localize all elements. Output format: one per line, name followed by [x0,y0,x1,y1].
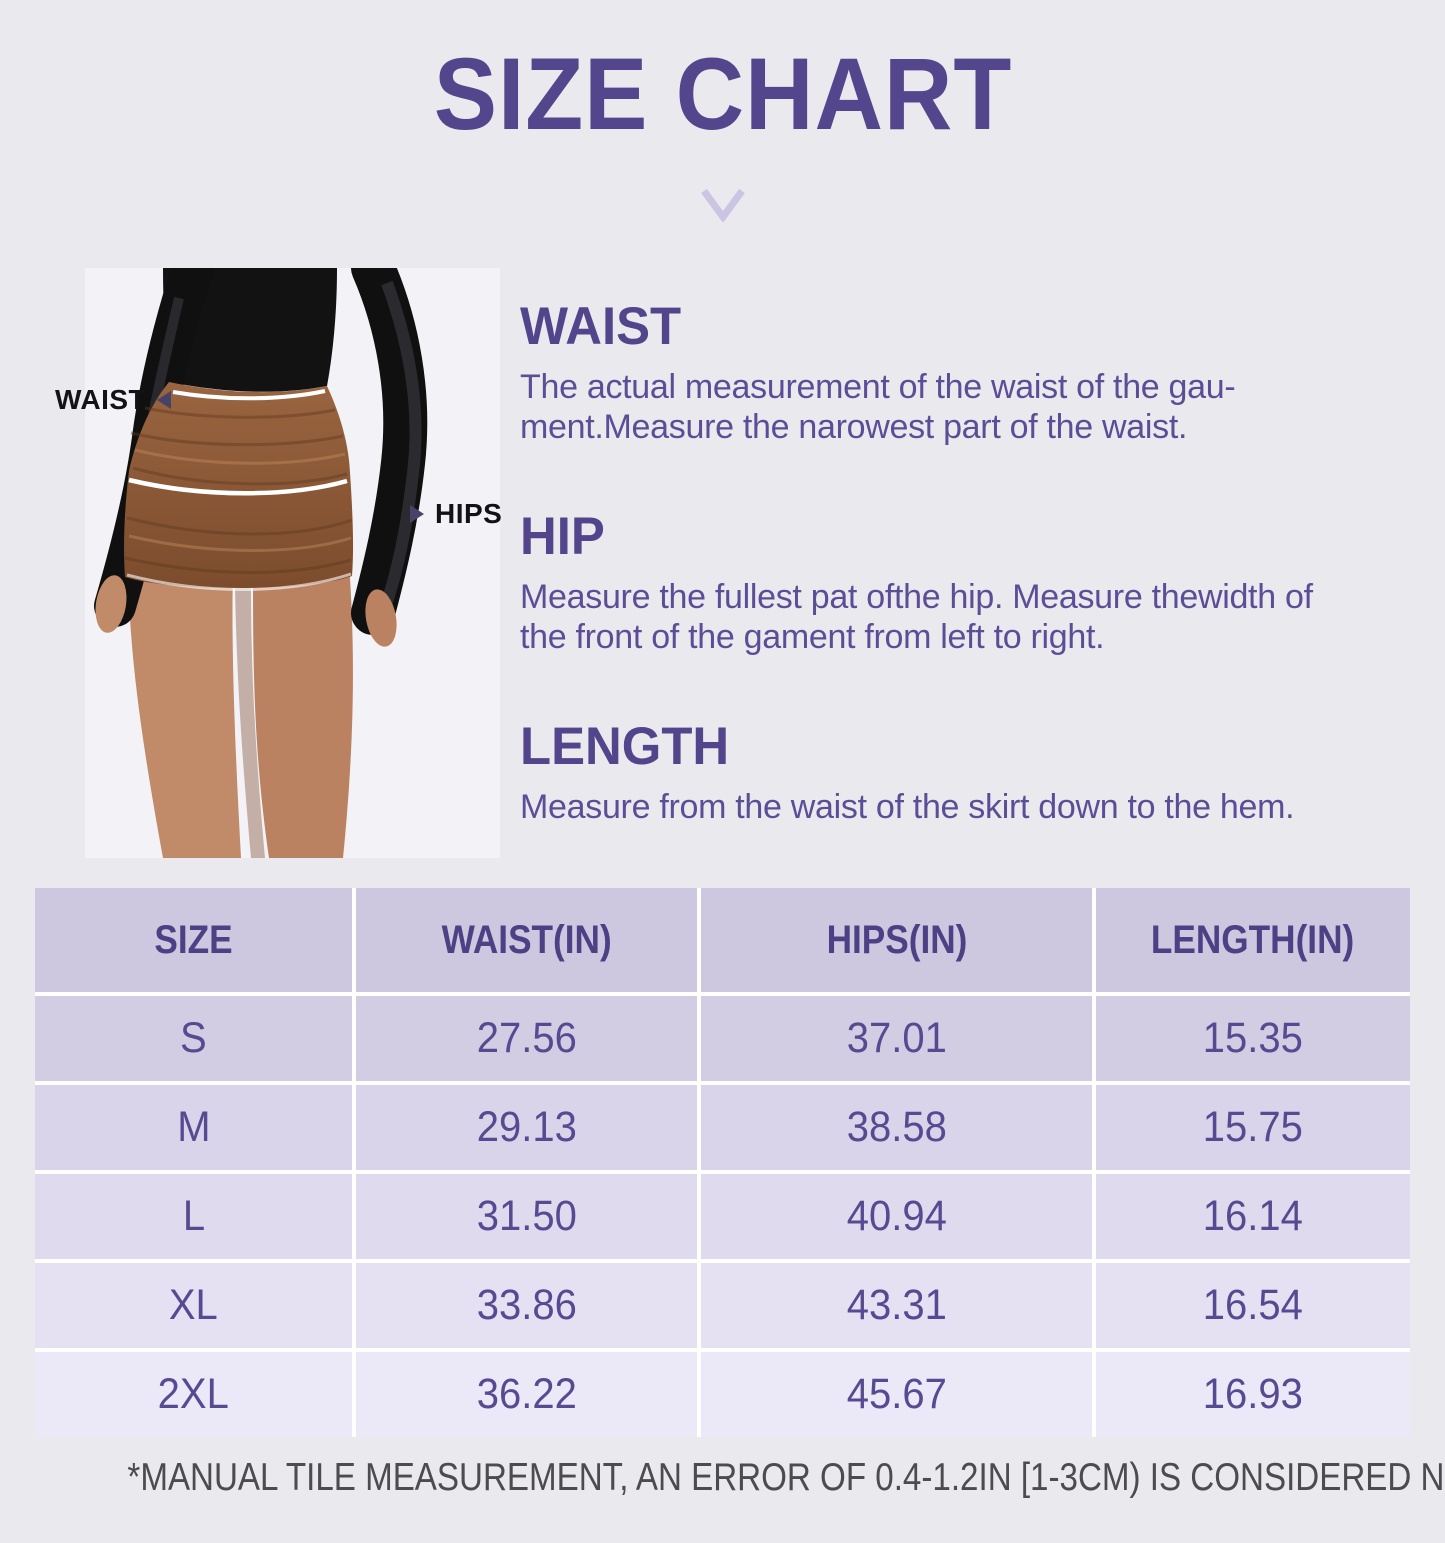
cell-length: 15.75 [1092,1081,1410,1170]
hips-label: HIPS [410,498,502,530]
section-length-heading: LENGTH [520,717,730,776]
section-hip-line1: Measure the fullest pat ofthe hip. Measu… [520,578,1313,616]
cell-hips: 45.67 [697,1348,1092,1437]
page-title: SIZE CHART [433,37,1012,151]
cell-size: M [35,1081,352,1170]
hips-label-text: HIPS [435,498,503,529]
table-row: 2XL 36.22 45.67 16.93 [35,1348,1410,1437]
header-cell-waist: WAIST(IN) [352,888,697,992]
cell-waist: 36.22 [352,1348,697,1437]
section-waist: WAIST The actual measurement of the wais… [520,296,1400,447]
product-photo [85,246,500,858]
section-hip-line2: the front of the gament from left to rig… [520,618,1105,656]
header-cell-length: LENGTH(IN) [1092,888,1410,992]
cell-size: S [35,992,352,1081]
cell-length: 16.14 [1092,1170,1410,1259]
chevron-down-icon [701,188,745,222]
section-waist-line1: The actual measurement of the waist of t… [520,368,1236,406]
table-header-row: SIZE WAIST(IN) HIPS(IN) LENGTH(IN) [35,888,1410,992]
cell-size: XL [35,1259,352,1348]
cell-size: 2XL [35,1348,352,1437]
table-row: XL 33.86 43.31 16.54 [35,1259,1410,1348]
section-hip-heading: HIP [520,507,605,566]
hip-measure-line [128,477,348,496]
cell-waist: 31.50 [352,1170,697,1259]
waist-label: WAIST [55,384,172,416]
cell-length: 16.54 [1092,1259,1410,1348]
size-table: SIZE WAIST(IN) HIPS(IN) LENGTH(IN) S 27.… [35,888,1410,1437]
cell-waist: 29.13 [352,1081,697,1170]
header-cell-hips: HIPS(IN) [697,888,1092,992]
section-length: LENGTH Measure from the waist of the ski… [520,716,1400,827]
cell-waist: 33.86 [352,1259,697,1348]
section-hip: HIP Measure the fullest pat ofthe hip. M… [520,506,1400,657]
cell-length: 16.93 [1092,1348,1410,1437]
product-photo-illustration [85,246,500,858]
section-waist-line2: ment.Measure the narowest part of the wa… [520,408,1188,446]
header-cell-size: SIZE [35,888,352,992]
table-row: M 29.13 38.58 15.75 [35,1081,1410,1170]
section-length-line1: Measure from the waist of the skirt down… [520,788,1295,826]
waist-measure-line [172,389,326,401]
cell-hips: 43.31 [697,1259,1092,1348]
cell-hips: 37.01 [697,992,1092,1081]
arrow-right-icon [410,505,424,523]
cell-hips: 38.58 [697,1081,1092,1170]
table-row: S 27.56 37.01 15.35 [35,992,1410,1081]
section-waist-heading: WAIST [520,297,682,356]
measurement-disclaimer: *MANUAL TILE MEASUREMENT, AN ERROR OF 0.… [127,1456,1445,1499]
cell-size: L [35,1170,352,1259]
cell-waist: 27.56 [352,992,697,1081]
waist-label-text: WAIST [55,384,147,415]
cell-hips: 40.94 [697,1170,1092,1259]
arrow-left-icon [157,391,172,409]
cell-length: 15.35 [1092,992,1410,1081]
table-row: L 31.50 40.94 16.14 [35,1170,1410,1259]
